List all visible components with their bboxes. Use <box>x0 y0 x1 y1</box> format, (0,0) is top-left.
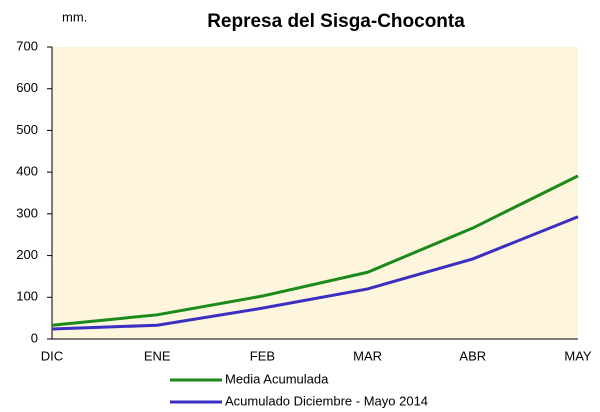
x-tick-label: DIC <box>41 348 63 363</box>
chart-title: Represa del Sisga-Choconta <box>207 11 465 32</box>
legend-label: Acumulado Diciembre - Mayo 2014 <box>225 393 428 408</box>
x-tick-label: MAY <box>564 348 592 363</box>
y-tick-label: 300 <box>16 205 38 220</box>
y-tick-label: 500 <box>16 122 38 137</box>
y-tick-label: 600 <box>16 80 38 95</box>
plot-area <box>52 47 578 339</box>
legend-label: Media Acumulada <box>225 371 329 386</box>
y-tick-label: 700 <box>16 38 38 53</box>
y-tick-label: 400 <box>16 164 38 179</box>
x-tick-label: FEB <box>250 348 275 363</box>
x-tick-label: ABR <box>459 348 486 363</box>
y-tick-label: 100 <box>16 289 38 304</box>
series-line <box>51 174 579 327</box>
y-tick-label: 0 <box>31 330 38 345</box>
y-axis-label: mm. <box>62 9 87 24</box>
series-line <box>51 215 579 331</box>
y-tick-label: 200 <box>16 247 38 262</box>
x-tick-label: MAR <box>353 348 382 363</box>
x-tick-label: ENE <box>144 348 171 363</box>
